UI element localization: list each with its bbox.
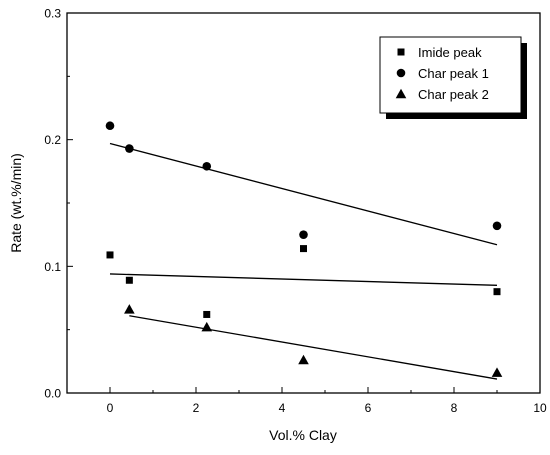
legend: Imide peak Char peak 1 Char peak 2 <box>379 36 527 119</box>
x-axis-label: Vol.% Clay <box>269 427 337 443</box>
fit-line-3 <box>129 315 498 380</box>
data-point-s1-1 <box>106 251 114 259</box>
data-point-s1-3 <box>203 310 211 318</box>
legend-marker-2 <box>396 68 406 78</box>
data-point-s3-3 <box>298 354 309 365</box>
fit-line-1 <box>109 273 498 286</box>
legend-label-1: Imide peak <box>418 45 482 60</box>
data-point-s3-2 <box>201 321 213 332</box>
x-tick-label-5: 8 <box>451 401 458 415</box>
plot-area <box>105 121 503 380</box>
axis-ticks: 0 2 4 6 8 10 0.0 0.1 0.2 0.3 <box>44 7 547 416</box>
y-tick-label-3: 0.2 <box>44 133 61 147</box>
data-point-s2-5 <box>492 221 502 231</box>
x-tick-label-4: 6 <box>365 401 372 415</box>
x-tick-label-2: 2 <box>193 401 200 415</box>
data-point-s2-4 <box>299 230 308 239</box>
data-point-s3-4 <box>491 367 503 377</box>
data-point-s1-5 <box>493 288 501 296</box>
data-point-s1-4 <box>300 245 307 253</box>
legend-marker-1 <box>397 48 405 56</box>
legend-label-3: Char peak 2 <box>418 87 489 102</box>
data-point-s1-2 <box>125 276 133 284</box>
y-tick-label-1: 0.0 <box>44 387 61 401</box>
data-point-s2-3 <box>202 161 212 171</box>
y-axis-label: Rate (wt.%/min) <box>8 153 24 253</box>
y-tick-label-2: 0.1 <box>44 260 61 274</box>
x-tick-label-6: 10 <box>533 401 547 415</box>
legend-marker-3 <box>395 88 407 99</box>
data-point-s2-1 <box>105 121 115 131</box>
x-tick-label-1: 0 <box>107 401 114 415</box>
fit-line-2 <box>109 142 498 246</box>
y-tick-label-4: 0.3 <box>44 7 61 21</box>
x-tick-label-3: 4 <box>279 401 286 415</box>
data-point-s3-1 <box>124 304 135 314</box>
data-point-s2-2 <box>125 144 134 153</box>
legend-label-2: Char peak 1 <box>418 66 489 81</box>
